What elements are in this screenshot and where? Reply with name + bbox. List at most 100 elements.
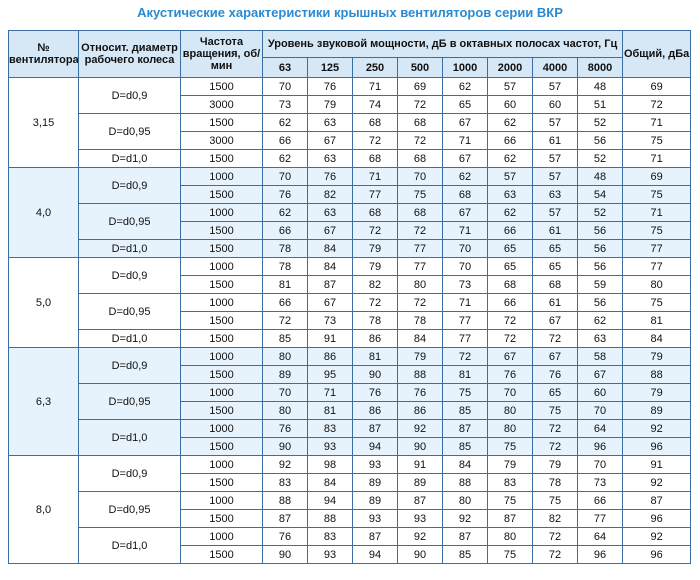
level: 93 [307, 437, 353, 456]
speed: 1500 [180, 473, 263, 492]
level: 86 [397, 401, 443, 420]
level: 66 [487, 131, 533, 150]
level: 76 [352, 383, 398, 402]
level: 86 [352, 401, 398, 420]
total: 96 [622, 509, 692, 528]
level: 65 [532, 383, 578, 402]
level: 68 [487, 275, 533, 294]
level: 52 [576, 149, 624, 168]
level: 71 [442, 221, 488, 240]
level: 76 [307, 77, 353, 96]
level: 52 [576, 113, 624, 132]
level: 78 [532, 473, 578, 492]
table-row: 1500 76 82 77 75 68 63 63 54 75 [9, 185, 692, 204]
level: 67 [307, 293, 353, 312]
level: 80 [487, 419, 533, 438]
level: 68 [397, 149, 443, 168]
title: Акустические характеристики крышных вент… [137, 5, 563, 20]
level: 57 [532, 149, 578, 168]
fan-number: 3,15 [8, 77, 79, 168]
level: 87 [442, 419, 488, 438]
speed: 1500 [180, 221, 263, 240]
level: 78 [352, 311, 398, 330]
level: 54 [576, 185, 624, 204]
level: 82 [307, 185, 353, 204]
level: 79 [307, 95, 353, 114]
level: 68 [352, 203, 398, 222]
level: 67 [532, 311, 578, 330]
level: 67 [487, 347, 533, 366]
level: 78 [262, 239, 308, 258]
table-row: 5,0 D=d0,9 1000 78 84 79 77 70 65 65 56 77 [8, 257, 692, 348]
level: 71 [442, 131, 488, 150]
fan-number: 4,0 [8, 167, 79, 258]
level: 67 [442, 149, 488, 168]
speed: 1500 [180, 509, 263, 528]
level: 73 [442, 275, 488, 294]
level: 78 [262, 257, 308, 276]
table-row: 1500 87 88 93 93 92 87 82 77 96 [9, 509, 692, 528]
level: 78 [397, 311, 443, 330]
level: 84 [397, 329, 443, 348]
table-row: D=d1,0 1000 76 83 87 92 87 80 72 64 92 [9, 419, 692, 456]
level: 84 [307, 473, 353, 492]
level: 76 [262, 185, 308, 204]
header-cell: Уровень звуковой мощности, дБ в октавных… [261, 30, 624, 58]
level: 79 [352, 239, 398, 258]
level: 66 [487, 221, 533, 240]
level: 77 [576, 509, 624, 528]
level: 77 [352, 185, 398, 204]
level: 83 [487, 473, 533, 492]
speed: 1500 [180, 113, 263, 132]
level: 86 [307, 347, 353, 366]
level: 60 [576, 383, 624, 402]
level: 68 [397, 113, 443, 132]
band-header: 4000 [532, 57, 578, 78]
total: 77 [622, 257, 692, 276]
level: 62 [576, 311, 624, 330]
level: 61 [532, 131, 578, 150]
level: 87 [352, 527, 398, 546]
level: 87 [262, 509, 308, 528]
total: 79 [622, 383, 692, 402]
level: 88 [442, 473, 488, 492]
diameter: D=d1,0 [78, 527, 181, 564]
speed: 1000 [180, 419, 263, 438]
level: 77 [442, 329, 488, 348]
level: 81 [307, 401, 353, 420]
level: 67 [442, 203, 488, 222]
level: 84 [307, 239, 353, 258]
total: 84 [622, 329, 692, 348]
diameter: D=d0,9 [78, 77, 181, 114]
level: 75 [397, 185, 443, 204]
level: 85 [442, 545, 488, 564]
level: 92 [397, 419, 443, 438]
level: 62 [487, 113, 533, 132]
level: 65 [532, 239, 578, 258]
total: 81 [622, 311, 692, 330]
level: 81 [442, 365, 488, 384]
level: 62 [442, 77, 488, 96]
level: 71 [352, 77, 398, 96]
level: 72 [532, 527, 578, 546]
table-row: 1500 66 67 72 72 71 66 61 56 75 [9, 221, 692, 240]
level: 70 [576, 455, 624, 474]
level: 72 [532, 329, 578, 348]
level: 57 [532, 203, 578, 222]
level: 63 [307, 203, 353, 222]
total: 79 [622, 347, 692, 366]
diameter: D=d0,95 [78, 293, 181, 330]
level: 67 [576, 365, 624, 384]
fan-number: 6,3 [8, 347, 79, 456]
level: 76 [532, 365, 578, 384]
table-row: D=d0,95 1000 70 71 76 76 75 70 65 60 79 [9, 383, 692, 420]
header-cell: Частота вращения, об/мин [180, 30, 263, 78]
level: 67 [532, 347, 578, 366]
level: 76 [262, 419, 308, 438]
speed: 1000 [180, 491, 263, 510]
level: 83 [262, 473, 308, 492]
level: 72 [397, 95, 443, 114]
level: 90 [262, 545, 308, 564]
level: 89 [262, 365, 308, 384]
total: 88 [622, 365, 692, 384]
